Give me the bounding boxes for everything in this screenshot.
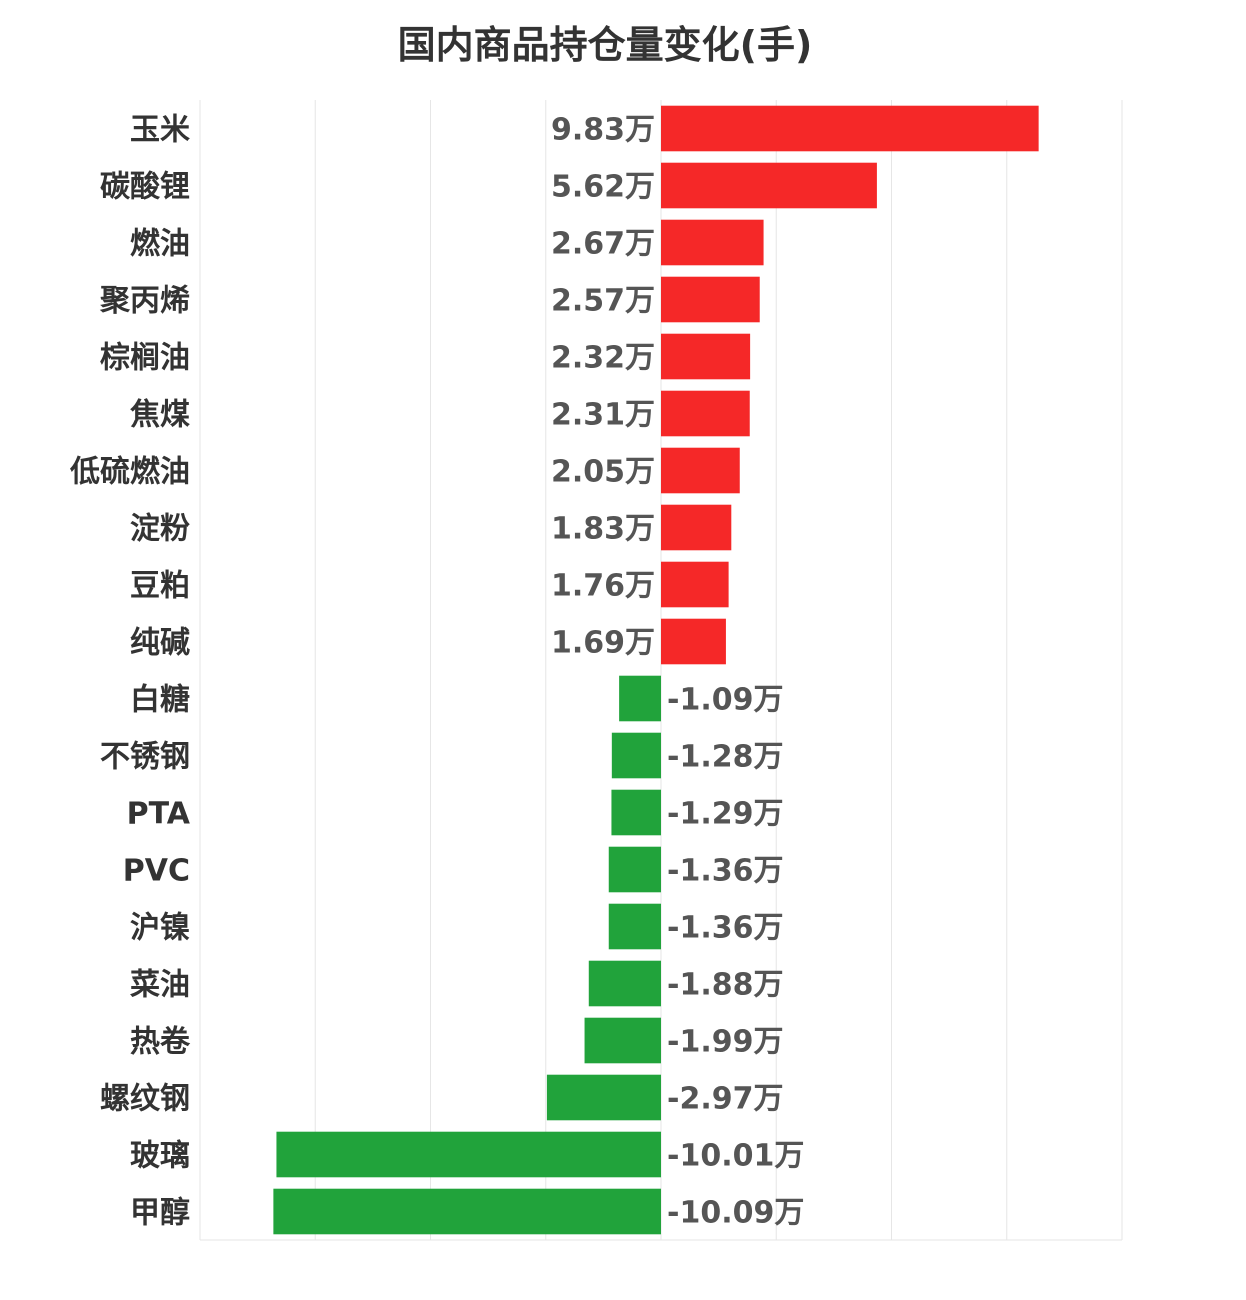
category-label: 焦煤 [130, 398, 190, 433]
category-label: 淀粉 [130, 512, 190, 547]
data-label: -1.99万 [667, 1025, 783, 1060]
bar [608, 846, 661, 893]
category-label: 热卷 [130, 1025, 191, 1060]
data-label: -2.97万 [667, 1082, 783, 1117]
category-label: 玉米 [130, 113, 190, 148]
bar [661, 162, 877, 209]
category-label: 螺纹钢 [100, 1082, 190, 1117]
bar [611, 732, 661, 779]
category-label: 沪镍 [130, 911, 190, 946]
data-label: -1.29万 [667, 797, 783, 832]
data-label: -10.01万 [667, 1139, 804, 1174]
category-label: 菜油 [130, 968, 190, 1003]
bar [661, 390, 750, 437]
bar [661, 561, 729, 608]
category-label: 白糖 [130, 683, 190, 718]
bar [588, 960, 661, 1007]
category-label: 甲醇 [130, 1196, 190, 1231]
category-label: 玻璃 [130, 1139, 190, 1174]
data-label: 1.76万 [551, 569, 655, 604]
category-label: 纯碱 [130, 626, 190, 661]
data-label: 1.83万 [551, 512, 655, 547]
chart-title: 国内商品持仓量变化(手) [398, 23, 813, 67]
bar [584, 1017, 661, 1064]
data-label: -1.88万 [667, 968, 783, 1003]
data-label: 2.67万 [551, 227, 655, 262]
bar [661, 504, 732, 551]
category-label: 豆粕 [130, 569, 190, 604]
bar [546, 1074, 661, 1121]
grid-layer [199, 100, 1123, 1241]
bar [661, 219, 764, 266]
category-label: 低硫燃油 [69, 455, 190, 490]
data-label: 2.05万 [551, 455, 655, 490]
category-label: 不锈钢 [100, 740, 190, 775]
category-label: 碳酸锂 [100, 170, 190, 205]
category-label: PTA [127, 797, 191, 832]
data-label: -10.09万 [667, 1196, 804, 1231]
bar [276, 1131, 661, 1178]
category-label: PVC [123, 854, 190, 889]
bar [611, 789, 661, 836]
data-label: 2.57万 [551, 284, 655, 319]
bar [273, 1188, 661, 1235]
data-label: -1.36万 [667, 911, 783, 946]
data-label: 9.83万 [551, 113, 655, 148]
category-label: 棕榈油 [100, 341, 190, 376]
bar [661, 447, 740, 494]
data-label: 2.31万 [551, 398, 655, 433]
data-label: 2.32万 [551, 341, 655, 376]
data-label: -1.28万 [667, 740, 783, 775]
category-label: 燃油 [130, 227, 190, 262]
bar [661, 618, 726, 665]
bar [661, 276, 760, 323]
bar [608, 903, 661, 950]
data-label: 1.69万 [551, 626, 655, 661]
bar [661, 105, 1039, 152]
bars-layer [273, 105, 1039, 1235]
data-label: -1.09万 [667, 683, 783, 718]
bar [619, 675, 661, 722]
bar [661, 333, 751, 380]
data-label: -1.36万 [667, 854, 783, 889]
category-label: 聚丙烯 [99, 284, 190, 319]
data-label: 5.62万 [551, 170, 655, 205]
